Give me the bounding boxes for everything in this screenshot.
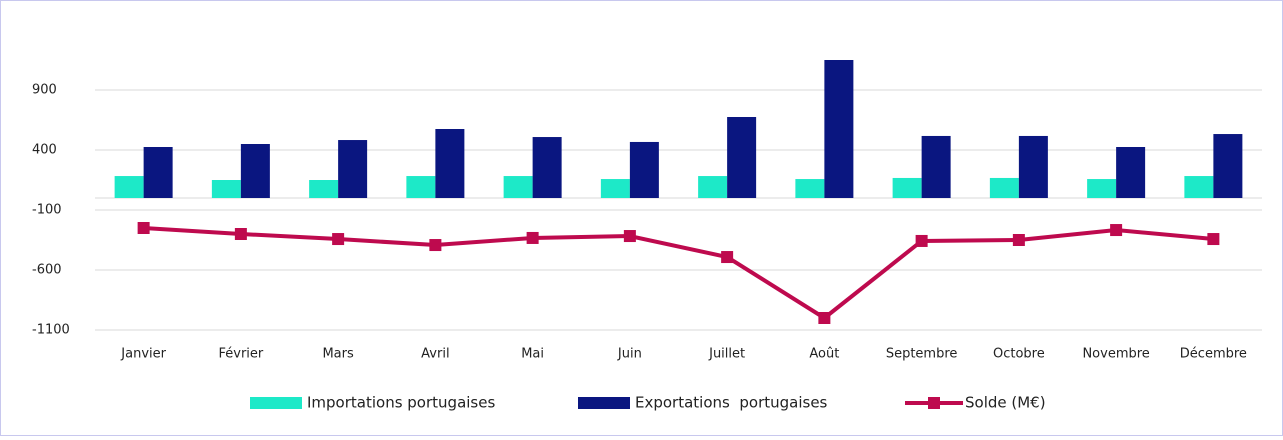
bar	[406, 176, 436, 198]
marker	[721, 251, 734, 264]
marker	[526, 231, 539, 244]
bar	[600, 179, 630, 198]
bar	[989, 177, 1019, 198]
y-tick-label: -600	[32, 263, 62, 278]
bar	[211, 180, 241, 198]
line	[143, 226, 1214, 321]
x-tick-label: Mai	[521, 347, 544, 362]
x-tick-label: Juillet	[708, 347, 745, 362]
bar	[503, 176, 533, 198]
x-tick-label: Décembre	[1180, 347, 1247, 362]
legend-swatch	[250, 397, 302, 409]
marker	[1207, 233, 1220, 246]
x-tick-label: Juin	[617, 347, 642, 362]
legend-label: Importations portugaises	[307, 394, 495, 412]
x-tick-label: Septembre	[886, 347, 958, 362]
marker	[1012, 234, 1025, 246]
legend-swatch	[578, 397, 630, 409]
x-tick-label: Février	[218, 347, 263, 362]
bar	[1018, 135, 1048, 198]
y-tick-label: 900	[32, 83, 57, 98]
y-tick-label: -1100	[32, 323, 70, 338]
bar	[143, 147, 173, 198]
x-tick-label: Octobre	[993, 347, 1045, 362]
bar	[309, 180, 339, 198]
bar	[338, 140, 368, 198]
bar	[698, 176, 728, 198]
bar	[114, 176, 144, 198]
x-tick-label: Janvier	[120, 347, 166, 362]
marker	[1110, 224, 1123, 237]
marker	[137, 222, 150, 234]
x-tick-label: Août	[809, 347, 839, 362]
legend-label: Exportations portugaises	[635, 394, 828, 412]
marker	[818, 312, 831, 324]
bar	[240, 144, 270, 198]
bar	[532, 137, 562, 198]
legend-label: Solde (M€)	[965, 394, 1046, 412]
marker	[234, 228, 247, 240]
marker	[623, 230, 636, 243]
legend-swatch	[928, 397, 940, 409]
bar	[1213, 134, 1243, 198]
bar	[435, 129, 465, 198]
bar	[1087, 179, 1117, 198]
bar	[1184, 176, 1214, 198]
bar	[892, 177, 922, 198]
marker	[332, 233, 345, 246]
bar	[1116, 147, 1146, 198]
bar	[629, 141, 659, 198]
marker	[429, 239, 442, 252]
bar	[921, 135, 951, 198]
marker	[915, 234, 928, 247]
bar	[824, 60, 854, 198]
x-tick-label: Avril	[421, 347, 449, 362]
y-tick-label: -100	[32, 203, 62, 218]
y-tick-label: 400	[32, 143, 57, 158]
x-tick-label: Novembre	[1082, 347, 1149, 362]
x-tick-label: Mars	[322, 347, 354, 362]
bar	[727, 117, 757, 198]
bar	[795, 179, 825, 198]
